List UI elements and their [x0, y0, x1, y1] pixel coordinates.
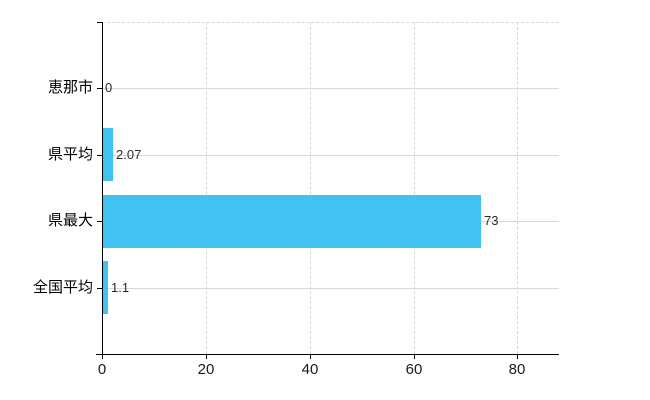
y-tick-mark	[97, 88, 102, 89]
x-tick-mark	[206, 355, 207, 359]
gridline-h	[102, 288, 559, 289]
bar-value-label: 73	[484, 213, 499, 228]
bar	[102, 261, 108, 314]
x-tick-label: 80	[508, 361, 526, 378]
bar-value-label: 2.07	[116, 147, 142, 162]
y-axis-line	[102, 22, 103, 359]
x-tick-label: 60	[405, 361, 423, 378]
x-tick-mark	[517, 355, 518, 359]
category-label: 全国平均	[32, 279, 93, 296]
gridline-v	[205, 22, 207, 354]
category-label: 県最大	[47, 212, 93, 229]
bar	[102, 195, 481, 248]
bar	[102, 128, 113, 181]
x-tick-mark	[414, 355, 415, 359]
bar-value-label: 0	[105, 80, 113, 95]
x-tick-label: 20	[197, 361, 215, 378]
x-tick-label: 40	[301, 361, 319, 378]
x-tick-mark	[102, 355, 103, 359]
category-label: 恵那市	[47, 79, 93, 96]
y-tick-mark	[97, 22, 102, 23]
y-tick-mark	[97, 221, 102, 222]
y-tick-mark	[97, 288, 102, 289]
category-label: 県平均	[47, 146, 93, 163]
x-axis-line	[96, 354, 559, 355]
gridline-v	[309, 22, 311, 354]
gridline-v	[517, 22, 519, 354]
x-tick-mark	[310, 355, 311, 359]
gridline-h	[102, 155, 559, 156]
gridline-h	[102, 88, 559, 89]
bar-value-label: 1.1	[111, 280, 130, 295]
x-tick-label: 0	[97, 361, 107, 378]
gridline-v	[413, 22, 415, 354]
gridline-top	[102, 22, 559, 23]
y-tick-mark	[97, 155, 102, 156]
